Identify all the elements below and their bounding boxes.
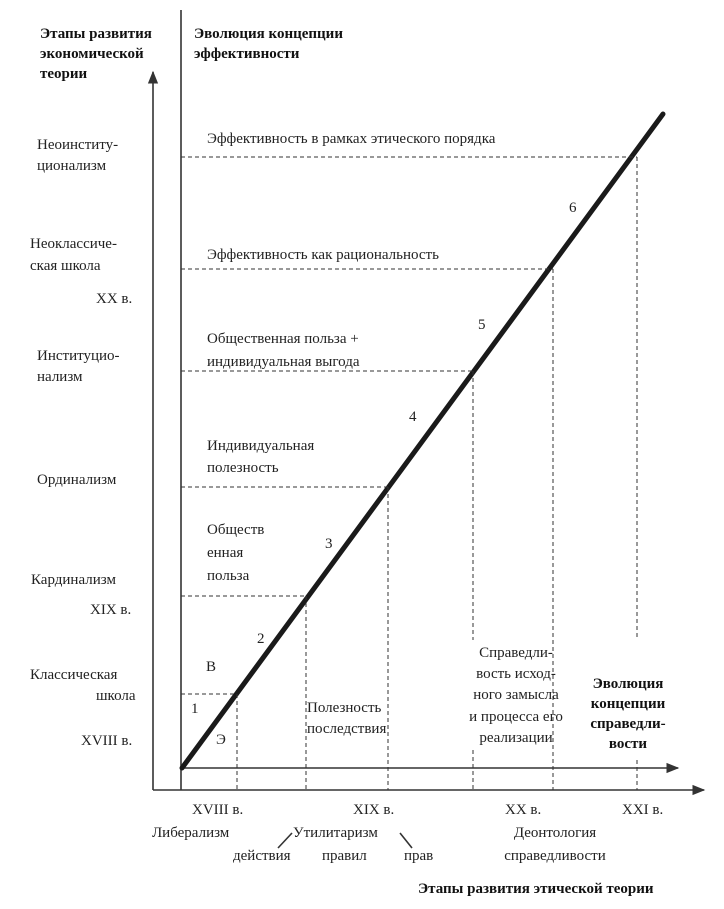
header-evolution-eff-line1: Эволюция концепции xyxy=(194,26,343,42)
header-justice-line4: вости xyxy=(609,736,648,752)
justice-design-4: и процесса его xyxy=(469,709,563,725)
eff-level-public-1: Обществ xyxy=(207,522,264,538)
header-evolution-eff-line2: эффективности xyxy=(194,46,300,62)
doctrine-utilitarianism: Утилитаризм xyxy=(293,825,378,841)
justice-consequence-2: последствия xyxy=(307,721,386,737)
doctrine-deontology-1: Деонтология xyxy=(514,825,596,841)
eff-level-social-2: индивидуальная выгода xyxy=(207,354,360,370)
segment-number-4: 4 xyxy=(409,409,417,425)
y-label-xviii: XVIII в. xyxy=(81,733,132,749)
y-label-ordin: Ординализм xyxy=(37,472,117,488)
header-stages-econ: Этапы развития экономической теории xyxy=(40,26,152,82)
y-label-classic-1: Классическая xyxy=(30,667,117,683)
utilitarianism-connector-left xyxy=(277,832,293,849)
header-stages-ethics: Этапы развития этической теории xyxy=(418,881,654,897)
header-justice-line2: концепции xyxy=(591,696,666,712)
justice-design-5: реализации xyxy=(479,730,552,746)
y-label-neoclass-2: ская школа xyxy=(30,258,101,274)
y-label-cardin: Кардинализм xyxy=(31,572,116,588)
x-century-xviii: XVIII в. xyxy=(192,802,243,818)
justice-design-2: вость исход- xyxy=(476,666,556,682)
doctrine-deontology-2: справедливости xyxy=(504,848,606,864)
eff-level-public-2: енная xyxy=(207,545,243,561)
header-evolution-justice: Эволюция концепции справедли- вости xyxy=(590,676,665,752)
efficiency-levels: Эффективность в рамках этического порядк… xyxy=(207,131,496,584)
segment-number-2: 2 xyxy=(257,631,265,647)
development-line xyxy=(179,111,666,771)
eff-level-individual-2: полезность xyxy=(207,460,279,476)
region-letter-above: В xyxy=(206,659,216,675)
justice-design-3: ного замысла xyxy=(473,687,559,703)
eff-level-public-3: польза xyxy=(207,568,250,584)
segment-numbers: 1 2 3 4 5 6 xyxy=(191,200,577,717)
doctrine-rights: прав xyxy=(404,848,433,864)
x-doctrines: Либерализм Утилитаризм действия правил п… xyxy=(152,825,606,864)
y-label-inst-1: Институцио- xyxy=(37,348,120,364)
justice-labels: Полезность последствия Справедли- вость … xyxy=(307,645,563,746)
eff-level-ethical: Эффективность в рамках этического порядк… xyxy=(207,131,496,147)
doctrine-rules: правил xyxy=(322,848,367,864)
x-centuries: XVIII в. XIX в. XX в. XXI в. xyxy=(192,802,663,818)
x-century-xxi: XXI в. xyxy=(622,802,663,818)
segment-number-6: 6 xyxy=(569,200,577,216)
header-justice-line1: Эволюция xyxy=(593,676,664,692)
doctrine-acts: действия xyxy=(233,848,291,864)
eff-level-social-1: Общественная польза + xyxy=(207,331,359,347)
utilitarianism-connector-right xyxy=(399,832,413,849)
region-letter-below: Э xyxy=(216,732,226,748)
doctrine-liberalism: Либерализм xyxy=(152,825,230,841)
y-labels: Неоинститу- ционализм Неоклассиче- ская … xyxy=(30,137,136,749)
eff-level-rational: Эффективность как рациональность xyxy=(207,247,439,263)
x-century-xx: XX в. xyxy=(505,802,541,818)
eff-level-individual-1: Индивидуальная xyxy=(207,438,314,454)
y-label-xx: XX в. xyxy=(96,291,132,307)
segment-number-5: 5 xyxy=(478,317,486,333)
x-century-xix: XIX в. xyxy=(353,802,394,818)
header-evolution-eff: Эволюция концепции эффективности xyxy=(194,26,343,62)
y-label-classic-2: школа xyxy=(96,688,136,704)
header-stages-econ-line2: экономической xyxy=(40,46,144,62)
y-label-neoinst-1: Неоинститу- xyxy=(37,137,118,153)
y-label-inst-2: нализм xyxy=(37,369,83,385)
header-justice-line3: справедли- xyxy=(590,716,665,732)
segment-number-3: 3 xyxy=(325,536,333,552)
y-label-xix: XIX в. xyxy=(90,602,131,618)
justice-consequence-1: Полезность xyxy=(307,700,382,716)
y-label-neoinst-2: ционализм xyxy=(37,158,107,174)
justice-design-1: Справедли- xyxy=(479,645,553,661)
header-stages-econ-line3: теории xyxy=(40,66,88,82)
segment-number-1: 1 xyxy=(191,701,199,717)
y-label-neoclass-1: Неоклассиче- xyxy=(30,236,117,252)
header-stages-econ-line1: Этапы развития xyxy=(40,26,152,42)
